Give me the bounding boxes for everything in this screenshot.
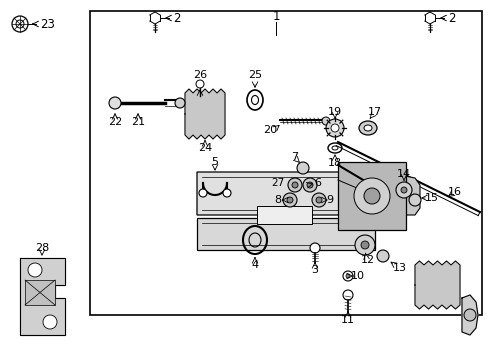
- Text: 5: 5: [211, 157, 218, 167]
- Text: 22: 22: [108, 117, 122, 127]
- Text: 1: 1: [272, 9, 279, 23]
- Text: 2: 2: [447, 12, 455, 24]
- Text: 28: 28: [35, 243, 49, 253]
- Polygon shape: [461, 295, 477, 335]
- Polygon shape: [384, 172, 419, 215]
- Circle shape: [28, 263, 42, 277]
- Text: 9: 9: [326, 195, 333, 205]
- Text: 23: 23: [41, 18, 55, 31]
- Text: 21: 21: [131, 117, 145, 127]
- Circle shape: [199, 189, 206, 197]
- Text: 4: 4: [251, 260, 258, 270]
- Ellipse shape: [363, 125, 371, 131]
- Text: 6: 6: [314, 178, 321, 188]
- Bar: [90, 11, 481, 315]
- Circle shape: [354, 235, 374, 255]
- Circle shape: [306, 182, 312, 188]
- Text: 11: 11: [340, 315, 354, 325]
- Text: 27: 27: [271, 178, 284, 188]
- Text: 20: 20: [263, 125, 277, 135]
- Text: 13: 13: [392, 263, 406, 273]
- Circle shape: [309, 243, 319, 253]
- Text: 8: 8: [274, 195, 281, 205]
- Circle shape: [283, 193, 296, 207]
- Polygon shape: [414, 261, 459, 309]
- Bar: [337, 162, 405, 230]
- Polygon shape: [184, 89, 224, 139]
- Circle shape: [400, 187, 406, 193]
- Circle shape: [360, 241, 368, 249]
- Circle shape: [321, 117, 329, 125]
- Circle shape: [346, 274, 349, 278]
- Text: 7: 7: [291, 152, 298, 162]
- Text: 17: 17: [367, 107, 381, 117]
- Circle shape: [196, 80, 203, 88]
- Circle shape: [408, 194, 420, 206]
- Circle shape: [342, 271, 352, 281]
- Text: 16: 16: [447, 187, 461, 197]
- Text: 25: 25: [247, 70, 262, 80]
- Text: 12: 12: [360, 255, 374, 265]
- Circle shape: [395, 182, 411, 198]
- Circle shape: [376, 250, 388, 262]
- Text: 19: 19: [327, 107, 342, 117]
- Text: 24: 24: [198, 143, 212, 153]
- Circle shape: [311, 193, 325, 207]
- Circle shape: [175, 98, 184, 108]
- Circle shape: [43, 315, 57, 329]
- Circle shape: [315, 197, 321, 203]
- Circle shape: [16, 20, 24, 28]
- Circle shape: [287, 178, 302, 192]
- Circle shape: [109, 97, 121, 109]
- Circle shape: [223, 189, 230, 197]
- Ellipse shape: [358, 121, 376, 135]
- Text: 2: 2: [173, 12, 181, 24]
- Circle shape: [342, 290, 352, 300]
- Bar: [257, 206, 311, 224]
- Circle shape: [291, 182, 297, 188]
- Polygon shape: [20, 258, 65, 335]
- Text: 14: 14: [396, 169, 410, 179]
- Text: 18: 18: [327, 158, 342, 168]
- Bar: [197, 218, 374, 250]
- Circle shape: [463, 309, 475, 321]
- Text: 15: 15: [424, 193, 438, 203]
- Circle shape: [286, 197, 292, 203]
- Bar: [25, 280, 55, 305]
- Circle shape: [12, 16, 28, 32]
- Circle shape: [363, 188, 379, 204]
- Circle shape: [296, 162, 308, 174]
- Text: 26: 26: [193, 70, 206, 80]
- Text: 10: 10: [350, 271, 364, 281]
- Circle shape: [303, 178, 316, 192]
- FancyBboxPatch shape: [197, 172, 384, 215]
- Circle shape: [330, 124, 338, 132]
- Text: 3: 3: [311, 265, 318, 275]
- Circle shape: [325, 119, 343, 137]
- Circle shape: [353, 178, 389, 214]
